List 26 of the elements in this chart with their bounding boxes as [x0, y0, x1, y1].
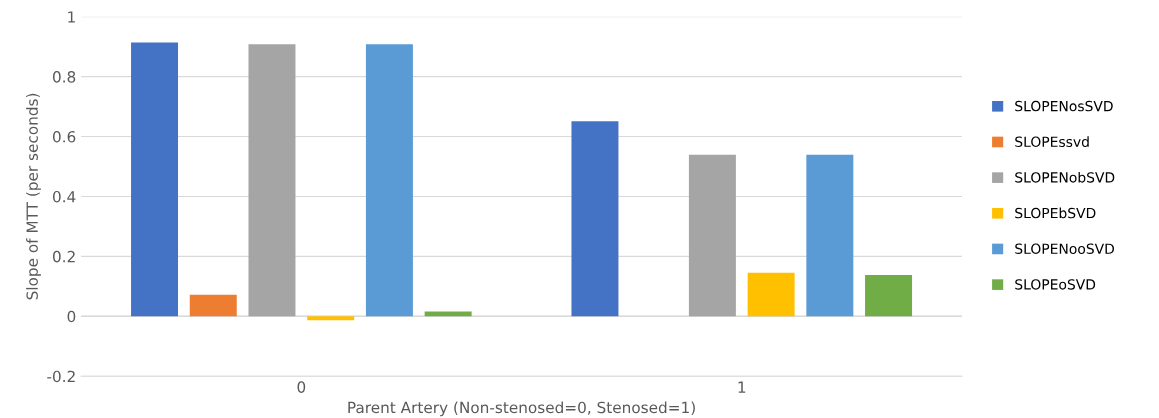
bar: [571, 121, 619, 317]
y-tick-label: 0.2: [52, 250, 75, 263]
bar: [424, 311, 472, 317]
y-tick-label: -0.2: [47, 370, 75, 383]
y-tick-label: 0.6: [52, 131, 76, 143]
bar: [365, 44, 413, 317]
y-tick-label: 0.8: [52, 71, 76, 83]
legend-label: SLOPEbSVD: [1015, 207, 1096, 219]
bar: [865, 274, 913, 317]
y-axis-title: Slope of MTT (per seconds): [26, 93, 41, 300]
bar: [806, 154, 854, 317]
bar: [307, 316, 355, 321]
bar: [248, 44, 296, 317]
bar: [189, 294, 237, 317]
legend-label: SLOPENobSVD: [1015, 171, 1115, 183]
legend-label: SLOPENosSVD: [1015, 100, 1113, 112]
y-tick-label: 1: [68, 11, 75, 23]
legend-label: SLOPEoSVD: [1015, 279, 1096, 290]
bar: [688, 154, 736, 317]
x-axis-title: Parent Artery (Non-stenosed=0, Stenosed=1): [348, 401, 695, 417]
legend-label: SLOPEssvd: [1015, 136, 1089, 147]
y-tick-label: 0: [67, 310, 76, 323]
bar: [747, 272, 795, 317]
y-tick-label: 0.4: [52, 190, 76, 203]
bar: [131, 42, 179, 317]
legend-label: SLOPENooSVD: [1015, 243, 1115, 254]
